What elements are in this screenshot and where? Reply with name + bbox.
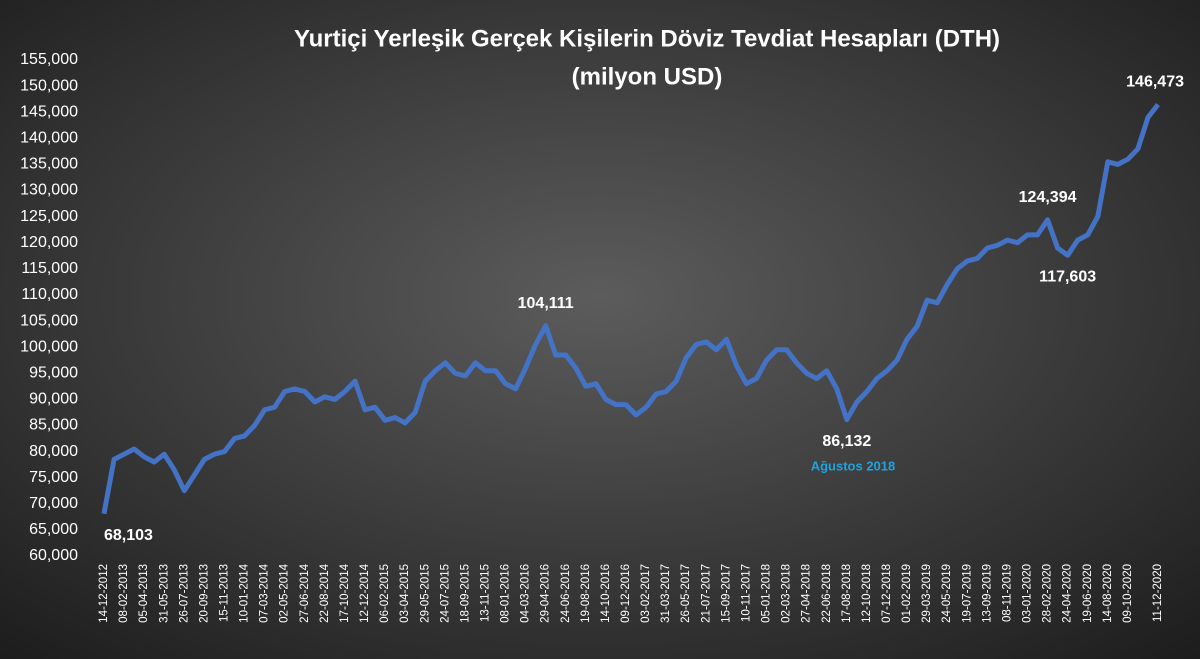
y-tick-label: 125,000 bbox=[20, 208, 78, 225]
x-tick-label: 15-11-2013 bbox=[218, 564, 230, 622]
x-tick-label: 13-09-2019 bbox=[981, 564, 993, 623]
y-tick-label: 110,000 bbox=[21, 286, 78, 303]
x-tick-label: 22-06-2018 bbox=[821, 564, 833, 623]
x-tick-label: 13-11-2015 bbox=[479, 564, 491, 622]
y-tick-label: 120,000 bbox=[20, 234, 78, 251]
x-tick-label: 02-03-2018 bbox=[781, 564, 793, 623]
x-tick-label: 11-12-2020 bbox=[1152, 564, 1164, 622]
x-tick-label: 15-09-2017 bbox=[720, 564, 732, 623]
y-tick-label: 70,000 bbox=[29, 495, 78, 512]
x-tick-label: 10-01-2014 bbox=[239, 563, 251, 622]
data-label: 146,473 bbox=[1126, 74, 1184, 91]
y-tick-label: 130,000 bbox=[20, 182, 78, 199]
y-tick-label: 115,000 bbox=[21, 260, 78, 277]
x-tick-label: 14-08-2020 bbox=[1102, 564, 1114, 623]
x-tick-label: 26-05-2017 bbox=[680, 564, 692, 623]
x-tick-label: 20-09-2013 bbox=[198, 564, 210, 623]
x-tick-label: 03-04-2015 bbox=[399, 564, 411, 623]
x-tick-label: 01-02-2019 bbox=[901, 564, 913, 623]
y-tick-label: 155,000 bbox=[20, 51, 78, 68]
x-tick-label: 18-09-2015 bbox=[459, 564, 471, 623]
x-tick-label: 29-05-2015 bbox=[419, 564, 431, 623]
x-tick-label: 12-12-2014 bbox=[359, 563, 371, 622]
x-tick-label: 31-03-2017 bbox=[660, 564, 672, 623]
chart-subtitle: (milyon USD) bbox=[572, 63, 723, 90]
x-tick-label: 08-11-2019 bbox=[1001, 564, 1013, 622]
y-tick-label: 65,000 bbox=[29, 521, 78, 538]
y-tick-label: 105,000 bbox=[20, 312, 78, 329]
y-tick-label: 150,000 bbox=[20, 77, 78, 94]
x-tick-label: 24-04-2020 bbox=[1062, 564, 1074, 623]
y-tick-label: 95,000 bbox=[29, 364, 78, 381]
x-tick-label: 05-04-2013 bbox=[138, 564, 150, 623]
data-label: 117,603 bbox=[1039, 268, 1096, 285]
x-tick-label: 24-07-2015 bbox=[439, 564, 451, 623]
x-tick-label: 26-07-2013 bbox=[178, 564, 190, 623]
y-tick-label: 135,000 bbox=[20, 156, 78, 173]
x-tick-label: 17-08-2018 bbox=[841, 564, 853, 623]
x-tick-label: 19-06-2020 bbox=[1082, 564, 1094, 623]
y-tick-label: 75,000 bbox=[29, 469, 78, 486]
y-tick-label: 145,000 bbox=[20, 103, 78, 120]
x-tick-label: 27-04-2018 bbox=[801, 564, 813, 623]
y-tick-label: 60,000 bbox=[29, 547, 78, 564]
x-tick-label: 12-10-2018 bbox=[861, 564, 873, 623]
x-tick-label: 28-02-2020 bbox=[1042, 564, 1054, 623]
chart-title: Yurtiçi Yerleşik Gerçek Kişilerin Döviz … bbox=[294, 25, 1000, 52]
x-tick-label: 17-10-2014 bbox=[339, 563, 351, 622]
data-label: 124,394 bbox=[1019, 189, 1077, 206]
x-tick-label: 06-02-2015 bbox=[379, 564, 391, 623]
x-tick-label: 02-05-2014 bbox=[279, 563, 291, 622]
x-tick-label: 03-02-2017 bbox=[640, 564, 652, 623]
x-tick-label: 03-01-2020 bbox=[1022, 564, 1034, 623]
x-tick-label: 24-05-2019 bbox=[941, 564, 953, 623]
x-tick-label: 08-01-2016 bbox=[500, 564, 512, 623]
annotation: Ağustos 2018 bbox=[811, 458, 896, 473]
x-tick-label: 07-12-2018 bbox=[881, 564, 893, 623]
x-tick-label: 09-10-2020 bbox=[1122, 564, 1134, 623]
x-tick-label: 27-06-2014 bbox=[299, 563, 311, 622]
y-tick-label: 90,000 bbox=[29, 391, 78, 408]
x-tick-label: 04-03-2016 bbox=[520, 564, 532, 623]
x-tick-label: 10-11-2017 bbox=[740, 564, 752, 622]
y-tick-label: 80,000 bbox=[29, 443, 78, 460]
y-tick-label: 85,000 bbox=[29, 417, 78, 434]
x-tick-label: 19-07-2019 bbox=[961, 564, 973, 623]
y-tick-label: 140,000 bbox=[20, 130, 78, 147]
x-tick-label: 09-12-2016 bbox=[620, 564, 632, 623]
data-label: 104,111 bbox=[518, 295, 574, 312]
line bbox=[101, 102, 1160, 515]
x-tick-label: 31-05-2013 bbox=[158, 564, 170, 623]
x-tick-label: 05-01-2018 bbox=[761, 564, 773, 623]
x-tick-label: 14-10-2016 bbox=[600, 564, 612, 623]
x-tick-label: 19-08-2016 bbox=[580, 564, 592, 623]
x-tick-label: 24-06-2016 bbox=[560, 564, 572, 623]
x-tick-label: 29-04-2016 bbox=[540, 564, 552, 623]
x-tick-label: 07-03-2014 bbox=[259, 563, 271, 622]
x-tick-label: 08-02-2013 bbox=[118, 564, 130, 623]
x-tick-label: 22-08-2014 bbox=[319, 563, 331, 622]
x-tick-label: 29-03-2019 bbox=[921, 564, 933, 623]
x-tick-label: 21-07-2017 bbox=[700, 564, 712, 623]
data-label: 86,132 bbox=[822, 433, 871, 450]
x-tick-label: 14-12-2012 bbox=[98, 564, 110, 623]
data-label: 68,103 bbox=[104, 527, 153, 544]
y-tick-label: 100,000 bbox=[20, 338, 78, 355]
